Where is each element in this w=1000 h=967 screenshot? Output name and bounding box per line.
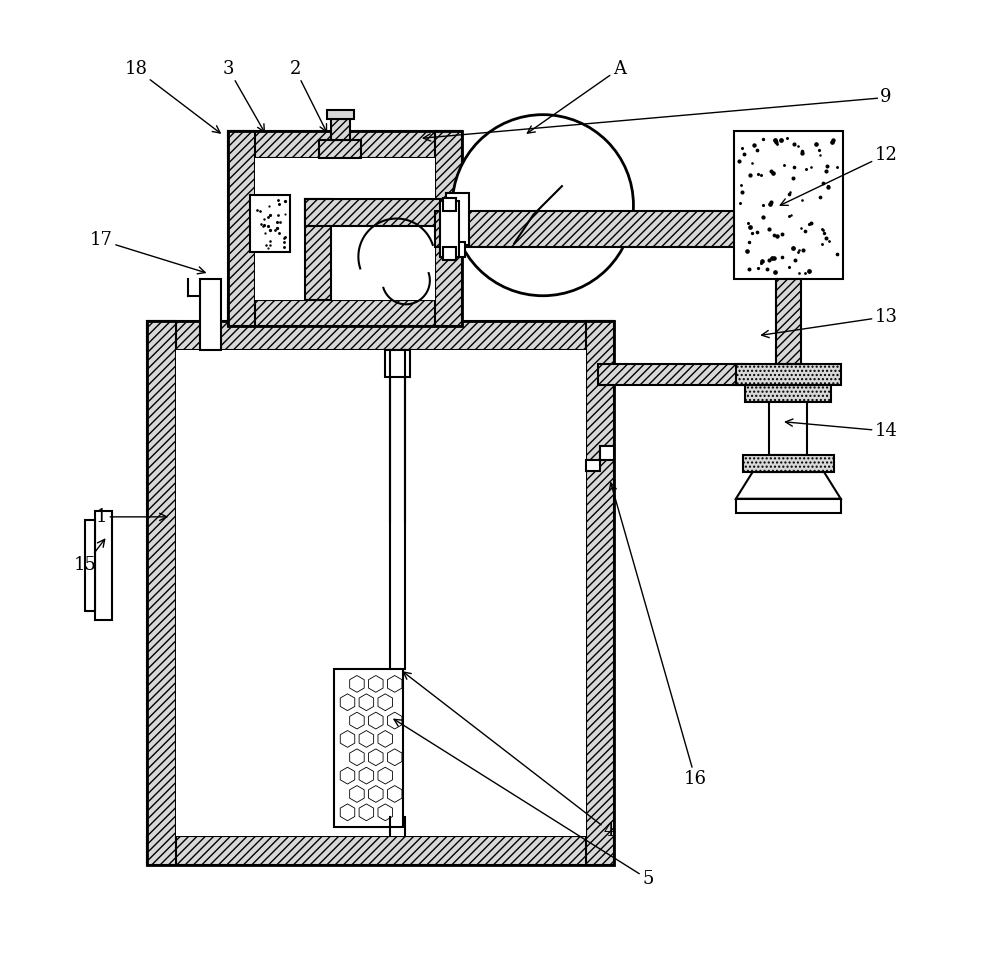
Bar	[331, 119, 350, 140]
Text: 13: 13	[762, 308, 898, 337]
Text: 3: 3	[223, 60, 264, 132]
Bar	[147, 321, 176, 864]
Bar	[95, 511, 112, 620]
Bar	[734, 131, 843, 278]
Bar	[319, 140, 361, 158]
Bar	[769, 402, 807, 454]
Bar	[736, 365, 841, 385]
Text: 2: 2	[289, 60, 327, 132]
Bar	[334, 669, 403, 827]
Text: 16: 16	[609, 483, 707, 788]
Bar	[743, 454, 834, 472]
Bar	[745, 385, 831, 402]
Bar	[435, 211, 819, 248]
Bar	[147, 321, 614, 864]
Bar	[586, 321, 614, 864]
Bar	[85, 520, 95, 611]
Bar	[147, 836, 614, 864]
Circle shape	[452, 115, 633, 296]
Text: 1: 1	[96, 508, 167, 526]
Bar	[305, 199, 460, 226]
Bar	[200, 278, 221, 350]
Bar	[598, 365, 745, 385]
Bar	[443, 248, 456, 260]
Bar	[255, 158, 435, 300]
Text: 18: 18	[124, 60, 220, 133]
Bar	[228, 131, 462, 158]
Text: 9: 9	[423, 89, 892, 141]
Bar	[385, 350, 410, 377]
Text: 12: 12	[780, 146, 897, 205]
Text: 15: 15	[74, 540, 105, 573]
Bar	[440, 201, 459, 256]
Bar	[449, 243, 465, 256]
Bar	[327, 110, 354, 119]
Bar	[228, 131, 255, 326]
Text: A: A	[527, 60, 626, 133]
Bar	[176, 350, 586, 836]
Text: 14: 14	[785, 419, 897, 440]
Bar	[305, 199, 331, 300]
Bar	[250, 194, 290, 252]
Bar	[776, 278, 801, 365]
Polygon shape	[586, 447, 614, 471]
Bar	[435, 131, 462, 326]
Text: 4: 4	[403, 672, 615, 840]
Text: 17: 17	[90, 231, 205, 274]
Text: 5: 5	[394, 719, 653, 888]
Bar	[147, 321, 614, 350]
Bar	[736, 499, 841, 513]
Bar	[228, 131, 462, 326]
Bar	[228, 300, 462, 326]
Polygon shape	[736, 472, 841, 499]
Bar	[443, 197, 456, 211]
Bar	[446, 192, 469, 246]
